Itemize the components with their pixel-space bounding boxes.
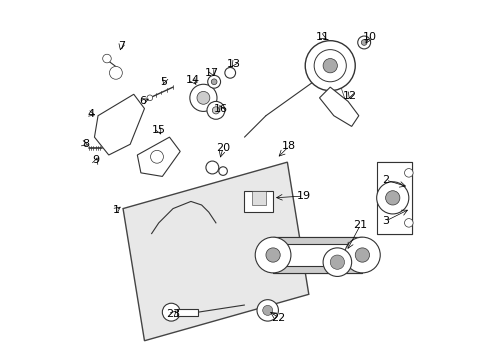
Text: 6: 6: [139, 96, 146, 107]
Circle shape: [305, 41, 354, 91]
Bar: [272, 266, 362, 273]
Circle shape: [207, 75, 220, 88]
Circle shape: [262, 305, 272, 315]
Circle shape: [102, 54, 111, 63]
Circle shape: [404, 168, 412, 177]
Text: 1: 1: [112, 205, 119, 215]
Bar: [376, 162, 411, 234]
Circle shape: [273, 252, 279, 258]
Text: 20: 20: [216, 143, 230, 153]
Circle shape: [344, 237, 380, 273]
Text: 14: 14: [185, 75, 200, 85]
Circle shape: [162, 303, 180, 321]
Circle shape: [224, 67, 235, 78]
Circle shape: [385, 191, 399, 205]
Circle shape: [357, 36, 370, 49]
Text: 12: 12: [342, 91, 356, 101]
Bar: [272, 237, 362, 273]
Polygon shape: [319, 87, 358, 126]
Circle shape: [376, 182, 408, 214]
Text: 13: 13: [226, 59, 240, 69]
Text: 8: 8: [82, 139, 89, 149]
Text: 2: 2: [381, 175, 388, 185]
Circle shape: [212, 107, 219, 114]
Polygon shape: [123, 162, 308, 341]
Circle shape: [313, 50, 346, 82]
Circle shape: [206, 102, 224, 119]
Circle shape: [109, 66, 122, 79]
Circle shape: [270, 252, 275, 258]
Circle shape: [329, 255, 344, 269]
Bar: [244, 191, 272, 212]
Circle shape: [205, 161, 218, 174]
Text: 16: 16: [214, 104, 228, 113]
Circle shape: [323, 59, 337, 73]
Polygon shape: [137, 137, 180, 176]
Text: 21: 21: [353, 220, 367, 230]
Circle shape: [266, 252, 272, 258]
Text: 4: 4: [87, 109, 94, 119]
Circle shape: [211, 79, 217, 85]
Bar: [251, 191, 265, 205]
Text: 22: 22: [271, 312, 285, 323]
Circle shape: [257, 300, 278, 321]
Text: 10: 10: [362, 32, 376, 42]
Text: 19: 19: [296, 191, 310, 201]
Circle shape: [218, 167, 227, 175]
Circle shape: [354, 248, 369, 262]
Text: 23: 23: [165, 309, 180, 319]
Circle shape: [265, 248, 280, 262]
Text: 11: 11: [315, 32, 329, 42]
Text: 3: 3: [381, 216, 388, 226]
Text: 17: 17: [205, 68, 219, 78]
Circle shape: [255, 237, 290, 273]
Polygon shape: [94, 94, 144, 155]
Text: 9: 9: [93, 156, 100, 165]
Circle shape: [147, 95, 152, 101]
Text: 15: 15: [151, 125, 165, 135]
Circle shape: [323, 248, 351, 276]
Circle shape: [404, 219, 412, 227]
Text: 18: 18: [282, 141, 296, 151]
Text: 7: 7: [118, 41, 124, 51]
Circle shape: [150, 150, 163, 163]
Circle shape: [361, 40, 366, 45]
Circle shape: [197, 91, 209, 104]
Text: 5: 5: [160, 77, 167, 87]
Circle shape: [189, 84, 217, 111]
Bar: [176, 309, 198, 316]
Bar: [272, 237, 362, 244]
